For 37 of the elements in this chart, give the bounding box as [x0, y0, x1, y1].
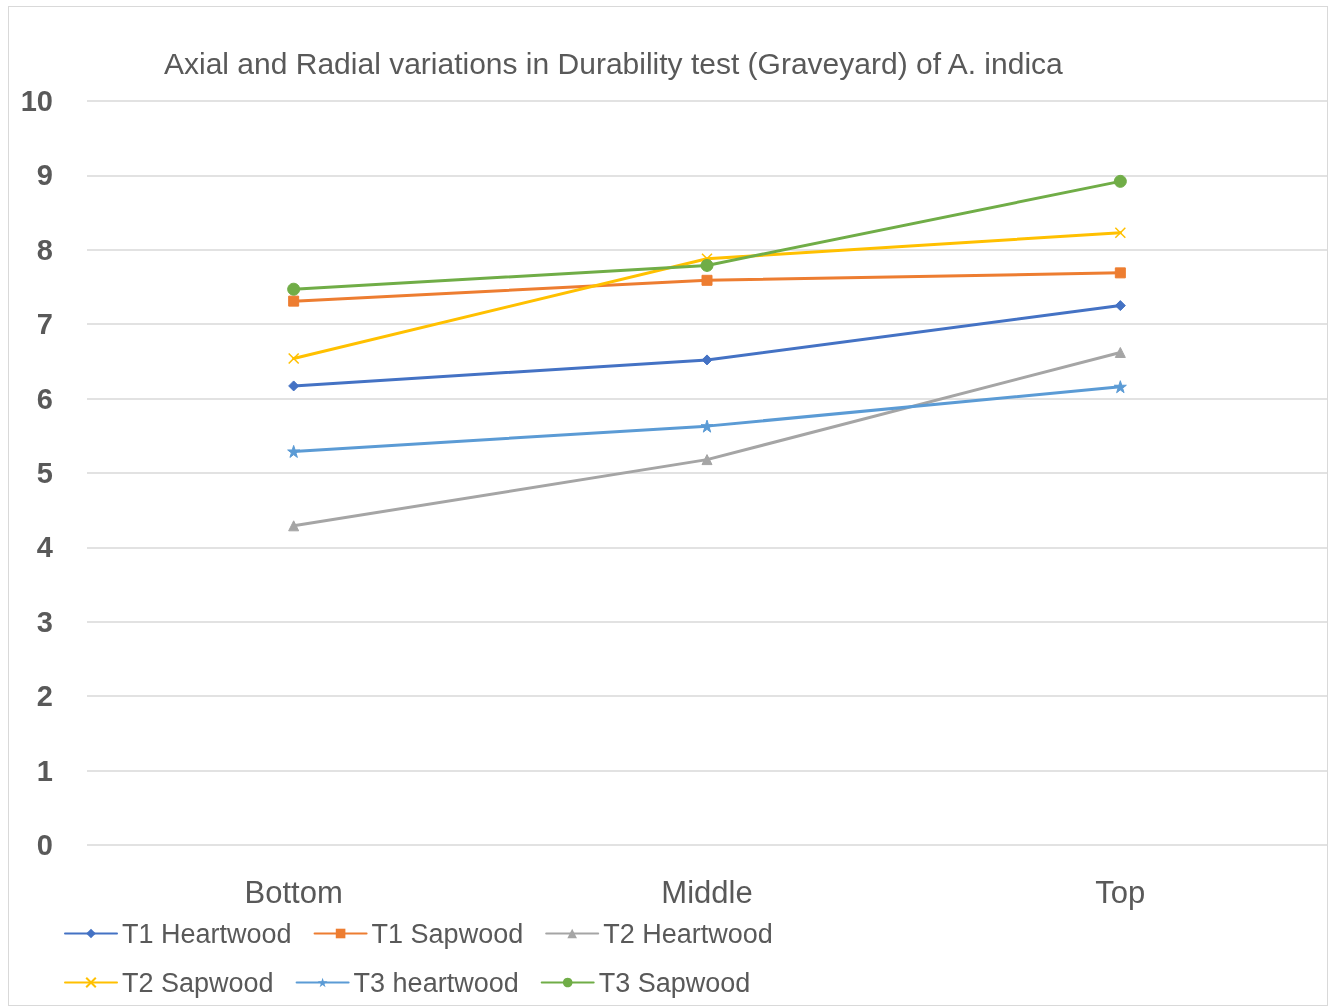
point [288, 520, 300, 532]
legend-label: T2 Sapwood [122, 967, 274, 998]
y-tick-label: 2 [36, 680, 53, 713]
point [1114, 267, 1126, 279]
chart-title: Axial and Radial variations in Durability test (Graveyard) of A. indica [164, 46, 1064, 80]
legend-label: T1 Sapwood [371, 918, 524, 949]
legend-label: T2 Heartwood [603, 918, 773, 949]
y-tick-label: 1 [36, 754, 53, 787]
point [287, 352, 300, 365]
y-tick-label: 9 [36, 159, 53, 192]
legend-label: T1 Heartwood [122, 918, 292, 949]
point [701, 274, 713, 286]
point [700, 258, 714, 272]
point [1114, 300, 1126, 312]
y-tick-label: 3 [36, 605, 53, 638]
y-tick-label: 8 [36, 233, 53, 266]
point [1113, 380, 1127, 394]
point [1114, 346, 1126, 358]
y-tick-label: 6 [36, 382, 53, 415]
x-tick-label: Bottom [244, 875, 343, 910]
legend-label: T3 heartwood [353, 967, 519, 998]
point [287, 444, 301, 458]
x-tick-label: Top [1095, 875, 1146, 910]
point [701, 454, 713, 466]
point [288, 295, 300, 307]
x-tick-label: Middle [661, 875, 753, 910]
point [1113, 174, 1127, 188]
point [287, 282, 301, 296]
point [701, 354, 713, 366]
y-tick-label: 0 [36, 829, 53, 861]
y-tick-label: 5 [36, 457, 53, 489]
y-tick-label: 7 [36, 308, 53, 341]
legend-label: T3 Sapwood [598, 967, 751, 998]
y-tick-label: 10 [20, 85, 53, 117]
point [1114, 226, 1127, 239]
point [700, 419, 714, 433]
y-tick-label: 4 [36, 531, 53, 564]
